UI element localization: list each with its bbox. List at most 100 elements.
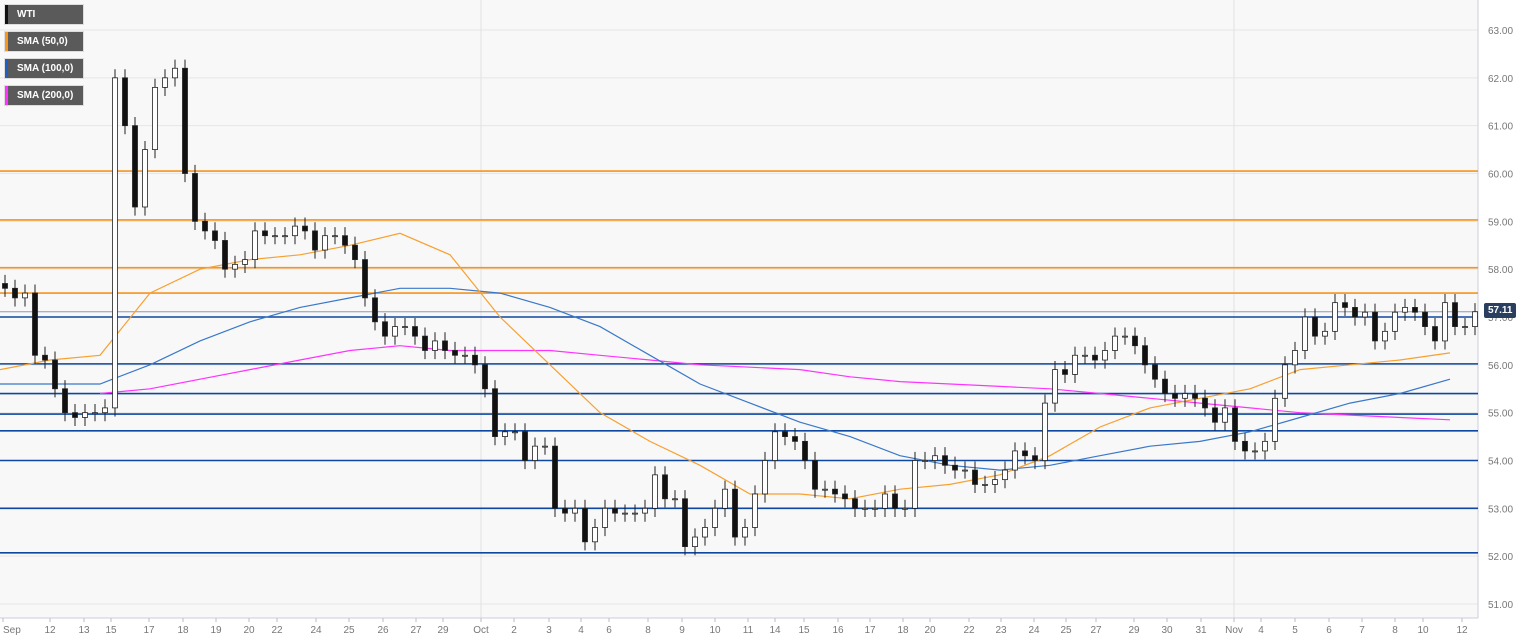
candle-body: [52, 359, 58, 390]
y-tick-label: 52.00: [1488, 552, 1513, 563]
candle-body: [872, 507, 878, 510]
candle-body: [472, 354, 478, 366]
legend: WTI SMA (50,0) SMA (100,0) SMA (200,0): [4, 4, 85, 112]
candle-body: [1142, 345, 1148, 366]
candle: [282, 227, 288, 245]
candle: [42, 346, 48, 369]
x-tick-label: 25: [343, 625, 355, 636]
candle: [1222, 399, 1228, 431]
candle-body: [1432, 326, 1438, 342]
candle-body: [792, 436, 798, 442]
y-tick-label: 60.00: [1488, 170, 1513, 181]
candle-body: [632, 512, 638, 515]
candle-body: [422, 335, 428, 351]
candle: [1132, 327, 1138, 355]
candle: [982, 475, 988, 494]
candle: [1192, 384, 1198, 407]
candle: [1452, 294, 1458, 336]
candle-body: [22, 292, 28, 299]
candle-body: [1312, 316, 1318, 337]
candle-body: [2, 283, 8, 289]
candle-body: [432, 340, 438, 351]
candle-body: [442, 340, 448, 351]
candle: [582, 499, 588, 551]
candle: [162, 69, 168, 97]
candle: [1252, 442, 1258, 460]
candle: [1462, 317, 1468, 336]
candle-body: [762, 460, 768, 495]
candle: [562, 499, 568, 522]
candle-body: [222, 240, 228, 270]
legend-item-sma50[interactable]: SMA (50,0): [4, 31, 85, 52]
candle-body: [1392, 311, 1398, 332]
y-tick-label: 58.00: [1488, 265, 1513, 276]
candle-body: [592, 527, 598, 543]
candle-body: [1132, 335, 1138, 347]
x-tick-label: 2: [511, 625, 517, 636]
candle: [1402, 298, 1408, 321]
candle-body: [572, 507, 578, 514]
candle: [12, 279, 18, 307]
candle: [122, 69, 128, 135]
candle-body: [912, 460, 918, 509]
candle: [1042, 394, 1048, 470]
candle-body: [752, 493, 758, 528]
x-tick-label: 16: [832, 625, 844, 636]
legend-item-sma200[interactable]: SMA (200,0): [4, 85, 85, 106]
candle-body: [1002, 469, 1008, 481]
candle-body: [232, 263, 238, 270]
candle: [372, 289, 378, 331]
candle: [622, 504, 628, 522]
candle-body: [1372, 311, 1378, 342]
x-tick-label: 23: [995, 625, 1007, 636]
candle: [802, 432, 808, 470]
candle: [322, 227, 328, 259]
x-tick-label: 8: [645, 625, 651, 636]
legend-item-wti[interactable]: WTI: [4, 4, 85, 25]
legend-item-sma100[interactable]: SMA (100,0): [4, 58, 85, 79]
candle: [262, 222, 268, 245]
candle-body: [1012, 450, 1018, 471]
candle-body: [1022, 450, 1028, 457]
x-tick-label: 14: [769, 625, 781, 636]
candle: [892, 485, 898, 517]
y-tick-label: 61.00: [1488, 122, 1513, 133]
candle-body: [522, 431, 528, 461]
sma100-line: [0, 287, 1451, 471]
candle: [1332, 294, 1338, 340]
x-tick-label: 12: [1456, 625, 1468, 636]
x-tick-label: 15: [105, 625, 117, 636]
x-tick-label: 18: [177, 625, 189, 636]
candle: [1172, 384, 1178, 407]
x-tick-label: 4: [578, 625, 584, 636]
candle: [442, 332, 448, 360]
candle: [342, 227, 348, 254]
candle: [782, 423, 788, 446]
candle: [862, 499, 868, 517]
candle-body: [1322, 330, 1328, 337]
candle-body: [1232, 407, 1238, 442]
candle-body: [202, 220, 208, 232]
x-tick-label: 20: [924, 625, 936, 636]
candle-body: [482, 364, 488, 390]
candle-body: [712, 507, 718, 528]
candle-body: [242, 259, 248, 265]
candle: [692, 528, 698, 556]
candle: [212, 222, 218, 250]
candle: [392, 317, 398, 345]
candle: [702, 518, 708, 546]
candle-body: [902, 507, 908, 510]
x-tick-label: 22: [271, 625, 283, 636]
x-tick-label: 15: [798, 625, 810, 636]
candle: [512, 423, 518, 441]
candle-body: [1382, 330, 1388, 342]
candle-body: [132, 125, 138, 208]
candle: [482, 356, 488, 398]
candle: [1352, 298, 1358, 326]
candle-body: [362, 259, 368, 299]
candle-body: [452, 350, 458, 356]
candle-body: [342, 235, 348, 246]
candle: [472, 346, 478, 374]
candle-body: [612, 507, 618, 514]
candle-body: [312, 230, 318, 251]
